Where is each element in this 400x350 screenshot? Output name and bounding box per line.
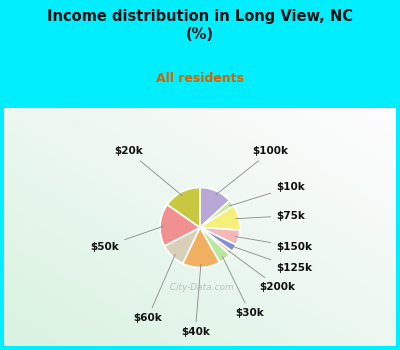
- Text: $40k: $40k: [181, 264, 210, 337]
- Text: $100k: $100k: [216, 146, 288, 195]
- Text: Income distribution in Long View, NC
(%): Income distribution in Long View, NC (%): [47, 9, 353, 42]
- Wedge shape: [200, 228, 230, 262]
- Text: $30k: $30k: [222, 257, 264, 318]
- Text: $150k: $150k: [236, 237, 312, 252]
- Text: $10k: $10k: [230, 182, 305, 206]
- Text: All residents: All residents: [156, 72, 244, 85]
- Wedge shape: [200, 228, 240, 245]
- Wedge shape: [160, 205, 200, 246]
- Text: City-Data.com: City-Data.com: [164, 282, 234, 292]
- Text: $60k: $60k: [133, 254, 175, 323]
- Wedge shape: [200, 188, 230, 228]
- Text: $50k: $50k: [90, 226, 164, 252]
- Wedge shape: [183, 228, 220, 267]
- Wedge shape: [200, 201, 234, 228]
- Wedge shape: [167, 188, 200, 228]
- Text: $200k: $200k: [228, 251, 296, 292]
- Wedge shape: [200, 228, 232, 254]
- Wedge shape: [200, 228, 236, 251]
- Wedge shape: [200, 206, 240, 230]
- Text: $20k: $20k: [114, 146, 182, 196]
- Text: $125k: $125k: [232, 246, 312, 273]
- Text: $75k: $75k: [236, 211, 305, 220]
- Wedge shape: [164, 228, 200, 264]
